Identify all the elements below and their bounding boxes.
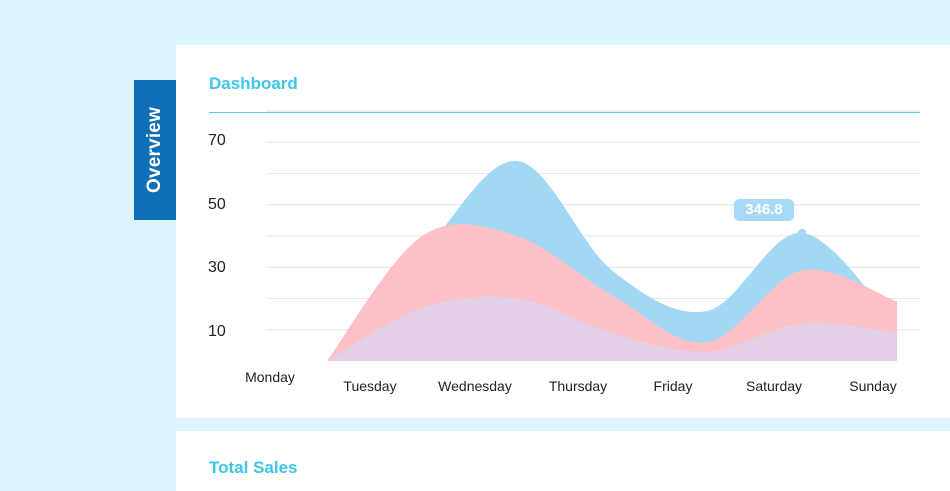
x-tick-label: Saturday [745, 378, 803, 394]
card-title: Dashboard [209, 74, 298, 93]
y-tick-label: 50 [208, 196, 226, 213]
value-tooltip: 346.8 [734, 199, 794, 221]
area-series-2 [327, 296, 897, 361]
x-tick-label: Sunday [849, 378, 897, 394]
y-tick-label: 10 [208, 323, 226, 340]
area-chart [266, 110, 920, 361]
x-tick-label: Monday [245, 369, 295, 385]
y-tick-label: 30 [208, 259, 226, 276]
total-sales-title: Total Sales [209, 458, 298, 477]
y-tick-label: 70 [208, 132, 226, 149]
x-tick-label: Friday [653, 378, 693, 394]
annotation-point [798, 228, 806, 237]
overview-tab[interactable]: Overview [134, 80, 176, 220]
title-divider [209, 112, 920, 113]
x-tick-label: Wednesday [438, 378, 512, 394]
x-tick-label: Tuesday [343, 378, 397, 394]
x-tick-label: Thursday [548, 378, 608, 394]
